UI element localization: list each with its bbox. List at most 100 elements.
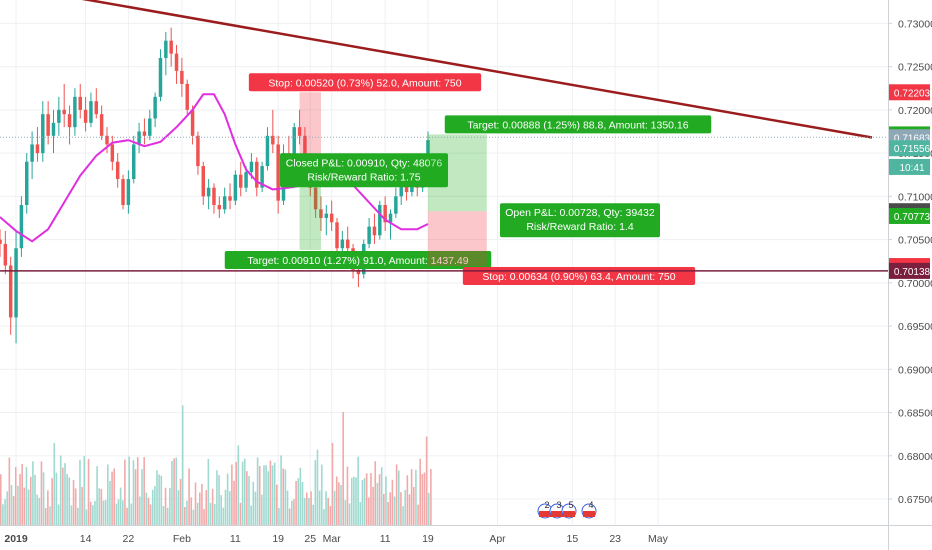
volume-bar xyxy=(359,501,362,525)
volume-bar xyxy=(385,476,387,525)
volume-bar xyxy=(85,509,88,525)
volume-bar xyxy=(115,503,118,525)
volume-bar xyxy=(198,492,201,525)
position-tools[interactable]: Stop: 0.00520 (0.73%) 52.0, Amount: 750 T… xyxy=(224,73,712,286)
candle-body xyxy=(329,213,334,223)
price-badge[interactable]: 0.70773 xyxy=(889,207,931,224)
volume-bar xyxy=(209,502,212,525)
event-marker[interactable]: 4 xyxy=(581,500,597,519)
x-tick-label: 14 xyxy=(80,533,92,545)
volume-bar xyxy=(166,507,169,525)
info-box[interactable]: Open P&L: 0.00728, Qty: 39432 Risk/Reward… xyxy=(500,203,660,238)
volume-bar xyxy=(119,487,122,525)
price-badge[interactable]: 0.71556 xyxy=(889,140,931,157)
volume-bar xyxy=(68,477,71,525)
volume-bar xyxy=(0,474,2,525)
volume-bar xyxy=(235,462,237,525)
drawn-lines[interactable] xyxy=(0,0,888,272)
candle-body xyxy=(158,57,163,97)
volume-bar xyxy=(205,490,208,525)
stop-label[interactable]: Stop: 0.00634 (0.90%) 63.4, Amount: 750 xyxy=(462,267,696,286)
stop-label-bg xyxy=(248,73,482,92)
volume-bar xyxy=(239,502,242,525)
candle-body xyxy=(244,172,248,188)
time-axis[interactable]: 2019 14 22 Feb 11 19 25 Mar 11 19 Apr 15 23 May xyxy=(4,533,668,545)
candle-body xyxy=(41,114,45,154)
volume-bar xyxy=(106,464,109,525)
price-badge[interactable]: 10:41 xyxy=(889,158,930,175)
volume-bar xyxy=(151,489,154,525)
volume-bar xyxy=(104,499,107,525)
price-axis[interactable]: 0.730000.725000.720000.715000.710000.705… xyxy=(888,18,932,506)
volume-bar xyxy=(149,504,152,525)
volume-bar xyxy=(66,474,68,525)
volume-bar xyxy=(79,459,81,525)
volume-bar xyxy=(340,484,342,525)
x-tick-label: May xyxy=(648,533,669,545)
candle-body xyxy=(3,243,8,266)
volume-bar xyxy=(81,486,83,525)
volume-bar xyxy=(419,458,421,525)
event-marker[interactable]: 5 xyxy=(561,500,577,519)
volume-bar xyxy=(417,504,419,525)
volume-bar xyxy=(293,499,295,525)
volume-bar xyxy=(286,490,289,525)
volume-bar xyxy=(301,482,304,525)
position-open-long[interactable]: Stop: 0.00634 (0.90%) 63.4, Amount: 750 T… xyxy=(427,115,712,286)
volume-bar xyxy=(303,497,306,525)
volume-bar xyxy=(410,469,413,525)
candle-body xyxy=(62,109,66,115)
flag-stripe xyxy=(551,511,563,517)
volume-bar xyxy=(271,465,274,525)
x-tick-label: 19 xyxy=(272,533,284,545)
candle-body xyxy=(196,135,200,167)
event-marker[interactable]: 3 xyxy=(549,500,565,519)
volume-bar xyxy=(406,475,409,525)
volume-bar xyxy=(278,508,280,525)
volume-bar xyxy=(333,490,336,525)
volume-bar xyxy=(288,508,291,525)
volume-bar xyxy=(237,445,240,525)
candle-body xyxy=(83,109,88,123)
stop-label[interactable]: Stop: 0.00520 (0.73%) 52.0, Amount: 750 xyxy=(248,73,482,92)
volume-bar xyxy=(121,500,124,525)
candle-body xyxy=(388,213,393,223)
target-label[interactable]: Target: 0.00888 (1.25%) 88.8, Amount: 13… xyxy=(444,115,712,134)
volume-bar xyxy=(350,477,353,525)
candle-body xyxy=(319,209,323,218)
volume-bar xyxy=(23,487,26,525)
target-label[interactable]: Target: 0.00910 (1.27%) 91.0, Amount: 14… xyxy=(224,250,492,269)
candle-body xyxy=(378,204,382,236)
trend-line[interactable] xyxy=(64,0,873,139)
candle-body xyxy=(222,196,227,210)
volume-bar xyxy=(263,465,265,525)
volume-bar xyxy=(32,461,34,525)
volume-bar xyxy=(211,488,214,525)
volume-bar xyxy=(378,474,381,525)
price-badge[interactable]: 0.70138 xyxy=(889,262,931,279)
volume-bar xyxy=(353,476,355,525)
candle-body xyxy=(121,179,125,205)
stop-label-text: Stop: 0.00634 (0.90%) 63.4, Amount: 750 xyxy=(482,271,675,283)
volume-bar xyxy=(128,456,130,525)
volume-bar xyxy=(27,489,30,525)
x-tick-label: Mar xyxy=(323,533,342,545)
stop-zone xyxy=(299,92,321,172)
volume-bar xyxy=(21,463,23,525)
candle-body xyxy=(8,265,13,318)
candle-body xyxy=(340,239,345,249)
volume-bar xyxy=(389,492,392,525)
volume-bar xyxy=(2,504,4,525)
info-box[interactable]: Closed P&L: 0.00910, Qty: 48076 Risk/Rewa… xyxy=(280,153,448,188)
volume-bar xyxy=(130,503,133,525)
position-closed-short[interactable]: Stop: 0.00520 (0.73%) 52.0, Amount: 750 T… xyxy=(224,73,492,269)
volume-bar xyxy=(423,472,426,525)
price-badge[interactable]: 0.72203 xyxy=(889,84,931,101)
candle-body xyxy=(249,161,254,173)
